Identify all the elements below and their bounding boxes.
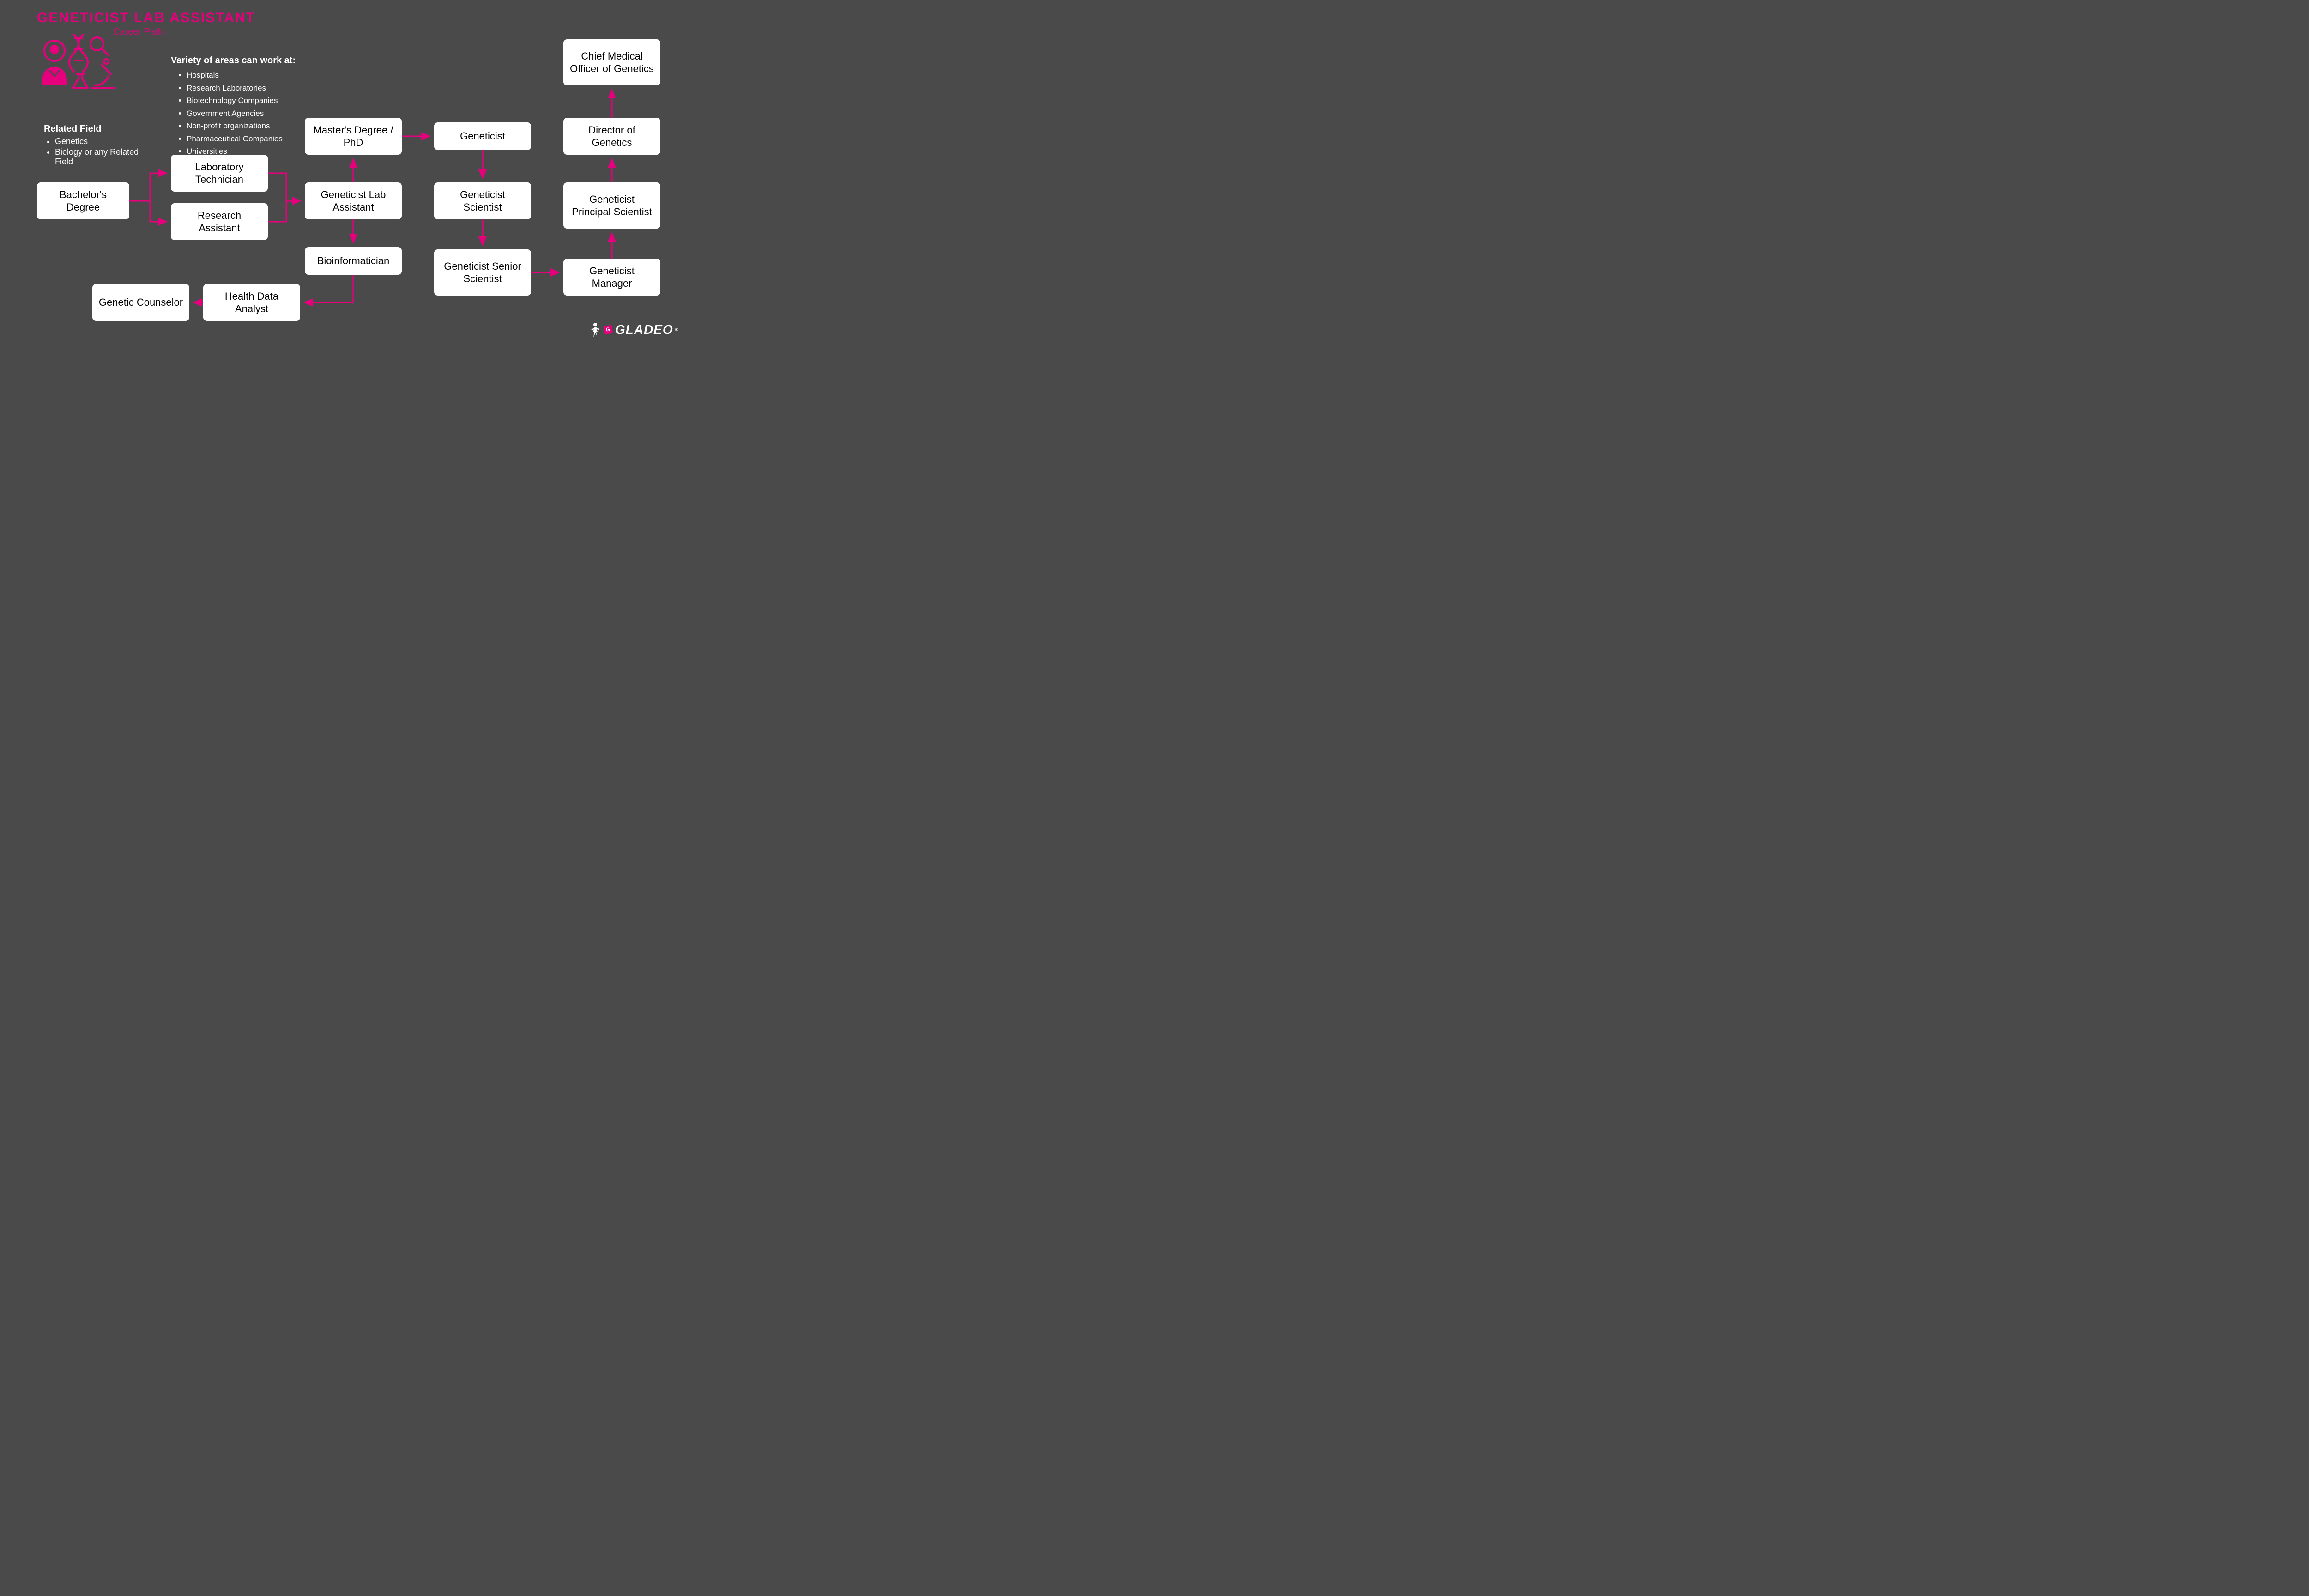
scientist-icon	[37, 30, 120, 90]
logo-badge: G	[604, 325, 613, 334]
page-subtitle: Career Path	[113, 27, 163, 37]
node-hda: Health Data Analyst	[203, 284, 300, 321]
logo-figure-icon	[589, 322, 601, 337]
page-title: GENETICIST LAB ASSISTANT	[37, 10, 255, 26]
node-geneticist: Geneticist	[434, 122, 531, 150]
related-field-list: Genetics Biology or any Related Field	[44, 137, 145, 168]
node-cmo: Chief Medical Officer of Genetics	[563, 39, 660, 85]
logo-text: GLADEO	[615, 322, 673, 337]
list-item: Biotechnology Companies	[187, 95, 305, 107]
node-gscientist: Geneticist Scientist	[434, 182, 531, 219]
brand-logo: G GLADEO ®	[589, 322, 679, 337]
list-item: Pharmaceutical Companies	[187, 133, 305, 145]
node-manager: Geneticist Manager	[563, 259, 660, 296]
list-item: Research Laboratories	[187, 82, 305, 94]
node-bioinf: Bioinformatician	[305, 247, 402, 275]
node-masters: Master's Degree / PhD	[305, 118, 402, 155]
node-director: Director of Genetics	[563, 118, 660, 155]
node-gsenior: Geneticist Senior Scientist	[434, 249, 531, 296]
node-principal: Geneticist Principal Scientist	[563, 182, 660, 229]
node-gla: Geneticist Lab Assistant	[305, 182, 402, 219]
list-item: Biology or any Related Field	[55, 147, 145, 167]
related-field-header: Related Field	[44, 124, 101, 134]
node-bachelors: Bachelor's Degree	[37, 182, 129, 219]
node-labtech: Laboratory Technician	[171, 155, 268, 192]
node-counselor: Genetic Counselor	[92, 284, 189, 321]
list-item: Non-profit organizations	[187, 120, 305, 132]
node-research: Research Assistant	[171, 203, 268, 240]
list-item: Government Agencies	[187, 108, 305, 120]
list-item: Genetics	[55, 137, 145, 146]
areas-header: Variety of areas can work at:	[171, 55, 296, 66]
areas-list: Hospitals Research Laboratories Biotechn…	[175, 69, 305, 158]
list-item: Hospitals	[187, 69, 305, 81]
